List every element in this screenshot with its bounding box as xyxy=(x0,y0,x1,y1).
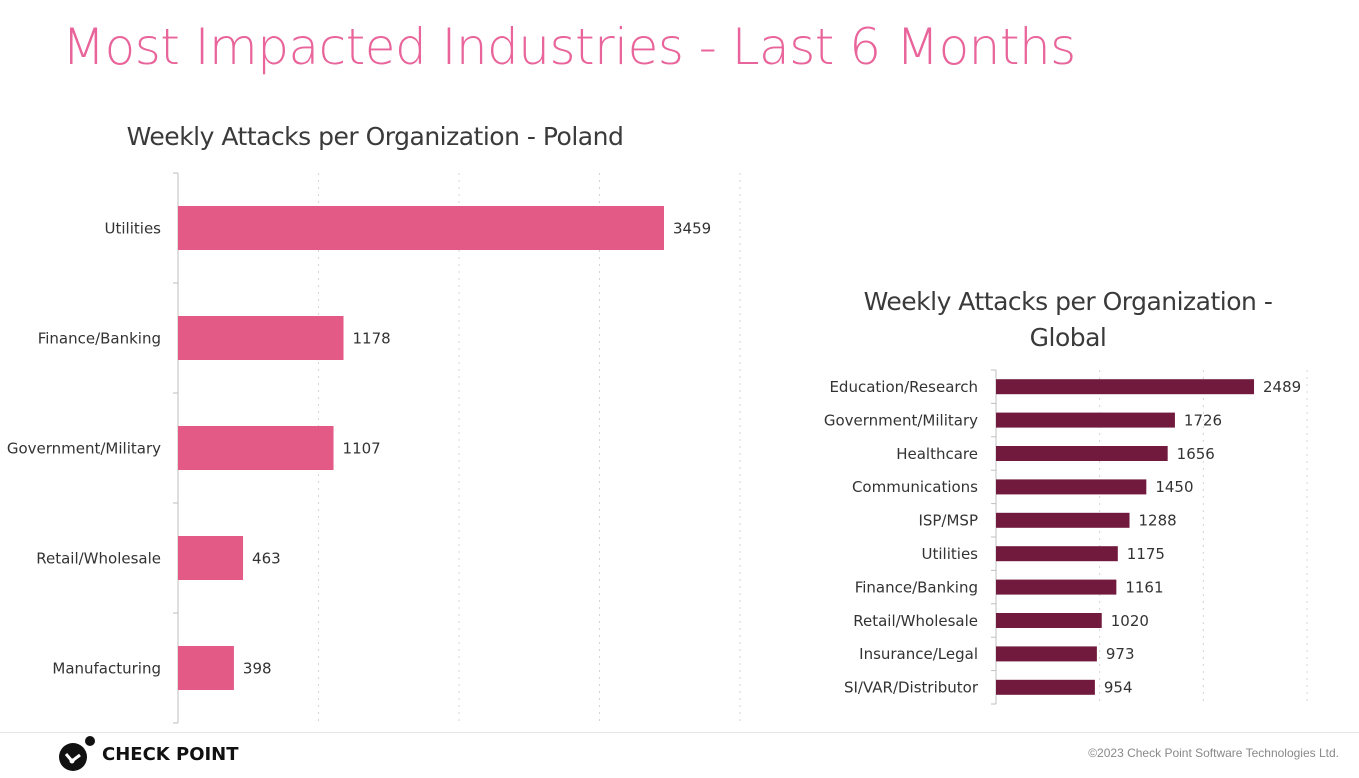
global-category-label: Insurance/Legal xyxy=(859,645,978,663)
global-bar xyxy=(996,512,1130,528)
poland-bar xyxy=(178,646,234,690)
global-bar xyxy=(996,646,1097,662)
poland-category-label: Utilities xyxy=(105,219,162,237)
global-bar xyxy=(996,412,1175,428)
global-value-label: 1656 xyxy=(1177,445,1215,463)
global-value-label: 1161 xyxy=(1125,578,1163,596)
footer-divider xyxy=(0,732,1359,733)
poland-value-label: 463 xyxy=(252,549,281,567)
poland-category-label: Retail/Wholesale xyxy=(36,549,161,567)
global-bar xyxy=(996,679,1095,695)
global-value-label: 1726 xyxy=(1184,411,1222,429)
check-point-logo: CHECK POINT xyxy=(58,736,239,772)
poland-bar xyxy=(178,536,244,580)
global-bar xyxy=(996,479,1147,495)
global-value-label: 973 xyxy=(1106,645,1135,663)
poland-category-label: Government/Military xyxy=(7,439,161,457)
global-chart-title-line: Global xyxy=(1029,323,1107,352)
poland-chart-title: Weekly Attacks per Organization - Poland xyxy=(126,122,624,151)
global-category-label: Education/Research xyxy=(829,378,978,396)
poland-value-label: 398 xyxy=(243,659,272,677)
global-category-label: Government/Military xyxy=(824,411,978,429)
poland-bar xyxy=(178,426,334,470)
check-point-logo-icon xyxy=(59,736,95,771)
global-category-label: SI/VAR/Distributor xyxy=(844,679,979,697)
poland-bar xyxy=(178,206,664,250)
poland-category-label: Manufacturing xyxy=(52,659,161,677)
global-bar xyxy=(996,613,1102,628)
global-category-label: Utilities xyxy=(922,545,979,563)
global-bar xyxy=(996,379,1255,395)
page-title: Most Impacted Industries - Last 6 Months xyxy=(62,18,1076,76)
poland-value-label: 3459 xyxy=(673,219,711,237)
global-bar xyxy=(996,446,1168,461)
global-category-label: ISP/MSP xyxy=(918,512,978,530)
global-category-label: Communications xyxy=(852,478,978,496)
poland-category-label: Finance/Banking xyxy=(38,329,161,347)
global-value-label: 2489 xyxy=(1263,378,1301,396)
global-value-label: 954 xyxy=(1104,679,1133,697)
poland-bar xyxy=(178,316,344,360)
copyright: ©2023 Check Point Software Technologies … xyxy=(1088,746,1339,760)
global-bar xyxy=(996,546,1118,562)
global-value-label: 1175 xyxy=(1127,545,1165,563)
global-category-label: Healthcare xyxy=(896,445,978,463)
global-bar xyxy=(996,579,1117,595)
global-value-label: 1450 xyxy=(1155,478,1193,496)
poland-value-label: 1178 xyxy=(353,329,391,347)
poland-value-label: 1107 xyxy=(343,439,381,457)
global-value-label: 1020 xyxy=(1111,612,1149,630)
global-value-label: 1288 xyxy=(1139,512,1177,530)
global-category-label: Retail/Wholesale xyxy=(853,612,978,630)
global-chart-title: Weekly Attacks per Organization - Global xyxy=(850,284,1286,356)
global-category-label: Finance/Banking xyxy=(855,578,978,596)
global-chart-title-line: Weekly Attacks per Organization - xyxy=(863,287,1273,316)
logo-text: CHECK POINT xyxy=(102,743,239,765)
